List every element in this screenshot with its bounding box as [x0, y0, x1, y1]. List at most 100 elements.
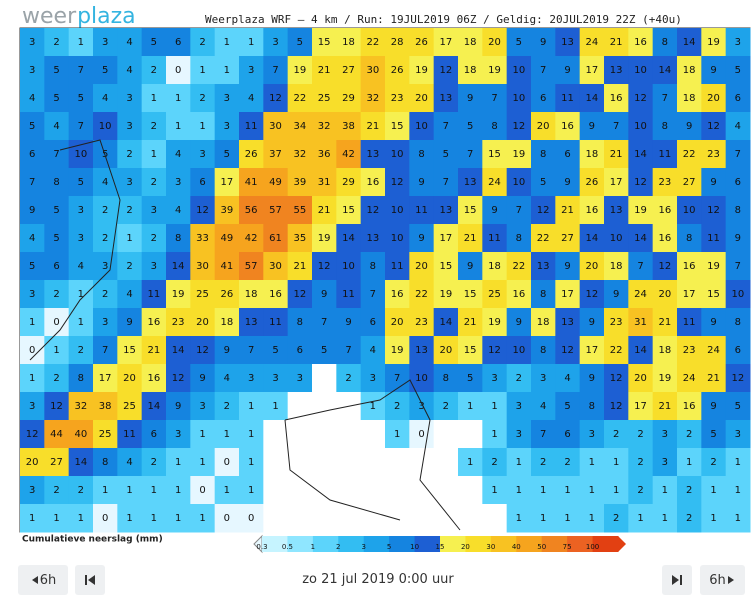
precip-cell [287, 280, 313, 309]
precip-cell [263, 224, 289, 253]
precip-cell [579, 420, 605, 449]
precip-cell [579, 140, 605, 169]
precip-value: 10 [512, 345, 525, 356]
precip-cell [677, 280, 702, 309]
precip-cell [701, 84, 727, 113]
precip-cell [93, 84, 118, 113]
precip-cell [117, 196, 143, 225]
precip-cell [93, 504, 118, 533]
precip-value: 0 [418, 429, 424, 440]
precip-value: 16 [391, 289, 404, 300]
precip-value: 5 [53, 93, 59, 104]
precip-value: 6 [735, 177, 741, 188]
precip-cell [239, 224, 264, 253]
precip-cell [68, 84, 94, 113]
first-button[interactable] [75, 565, 105, 595]
precip-value: 0 [175, 65, 181, 76]
precip-cell [44, 112, 70, 141]
precip-value: 1 [199, 65, 205, 76]
precip-cell [239, 196, 264, 225]
precip-cell [263, 280, 289, 309]
precip-value: 0 [53, 317, 59, 328]
precip-cell [287, 252, 313, 281]
precip-value: 9 [345, 317, 351, 328]
precip-value: 32 [318, 121, 331, 132]
precip-value: 3 [102, 317, 108, 328]
precip-value: 1 [175, 485, 181, 496]
precip-value: 15 [464, 345, 477, 356]
precip-cell [652, 280, 678, 309]
precip-value: 11 [147, 289, 160, 300]
precip-cell [214, 504, 240, 533]
precip-cell [166, 448, 191, 477]
precip-value: 2 [53, 373, 59, 384]
precip-value: 1 [540, 485, 546, 496]
precip-value: 32 [74, 401, 87, 412]
prev-step-button[interactable]: 6h [18, 565, 68, 595]
precip-value: 12 [366, 205, 379, 216]
precip-value: 3 [29, 37, 35, 48]
precip-cell [531, 112, 556, 141]
precip-cell [336, 420, 362, 449]
precip-cell [458, 504, 483, 533]
precip-cell [677, 252, 702, 281]
precip-cell [579, 28, 605, 57]
precip-value: 32 [366, 93, 379, 104]
precip-value: 2 [78, 345, 84, 356]
precip-value: 15 [464, 205, 477, 216]
precip-value: 12 [439, 65, 452, 76]
precip-value: 18 [585, 149, 598, 160]
precip-cell [652, 196, 678, 225]
precip-cell [93, 112, 118, 141]
precip-value: 1 [53, 345, 59, 356]
precip-value: 10 [391, 205, 404, 216]
precip-value: 7 [491, 93, 497, 104]
precip-cell [44, 168, 70, 197]
precip-cell [433, 196, 459, 225]
precip-cell [652, 140, 678, 169]
precip-value: 41 [220, 261, 233, 272]
precip-cell [360, 140, 386, 169]
precip-value: 8 [516, 233, 522, 244]
precip-cell [93, 252, 118, 281]
precip-cell [360, 504, 386, 533]
precip-value: 12 [731, 373, 744, 384]
precip-cell [312, 392, 337, 421]
precip-value: 16 [512, 289, 525, 300]
precip-cell [263, 112, 289, 141]
next-step-button[interactable]: 6h [700, 565, 745, 595]
precip-cell [20, 476, 45, 505]
precip-value: 9 [710, 401, 716, 412]
precip-value: 5 [151, 37, 157, 48]
precip-cell [628, 420, 654, 449]
precip-value: 8 [443, 373, 449, 384]
precip-cell [725, 308, 751, 337]
precip-cell [166, 84, 191, 113]
precip-cell [701, 252, 727, 281]
precip-cell [628, 168, 654, 197]
precip-value: 11 [391, 261, 404, 272]
precip-cell [239, 448, 264, 477]
precip-value: 3 [735, 37, 741, 48]
precip-value: 20 [391, 317, 404, 328]
precip-cell [93, 448, 118, 477]
precip-value: 1 [29, 373, 35, 384]
precip-value: 7 [516, 205, 522, 216]
precip-value: 3 [126, 93, 132, 104]
precip-value: 2 [126, 261, 132, 272]
precip-value: 12 [561, 345, 574, 356]
precip-cell [44, 280, 70, 309]
precip-value: 9 [589, 317, 595, 328]
precip-value: 16 [610, 93, 623, 104]
precip-cell [482, 252, 508, 281]
precip-value: 2 [637, 485, 643, 496]
precip-value: 9 [199, 373, 205, 384]
precip-cell [433, 336, 459, 365]
precip-cell [458, 56, 483, 85]
precip-cell [409, 280, 435, 309]
last-button[interactable] [662, 565, 692, 595]
precip-cell [239, 28, 264, 57]
precip-value: 5 [735, 65, 741, 76]
precip-value: 57 [269, 205, 282, 216]
precip-value: 17 [220, 177, 233, 188]
